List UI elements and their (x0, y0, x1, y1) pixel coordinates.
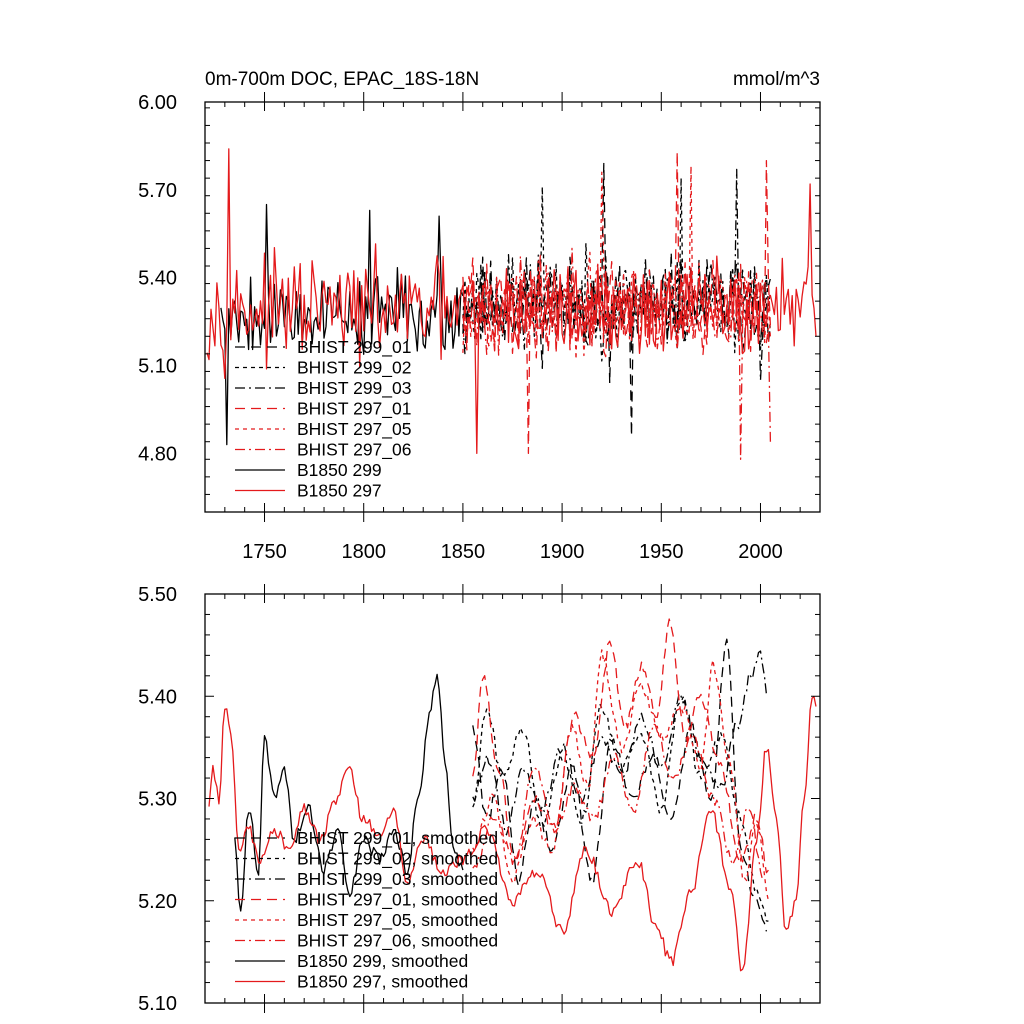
y-tick-label: 5.40 (138, 268, 177, 290)
x-tick-label: 1800 (341, 541, 386, 563)
bottom-panel: 5.10 5.20 5.30 5.40 5.50 BHIST 299_01, smoot… (138, 584, 821, 1015)
legend-label: BHIST 299_03 (297, 378, 411, 399)
legend-label: BHIST 297_06, smoothed (297, 931, 498, 952)
legend-label: BHIST 299_01, smoothed (297, 828, 498, 849)
y-tick-label: 5.20 (138, 891, 177, 913)
series-line-b1850-299-smoothed (234, 673, 464, 912)
y-tick-label: 5.10 (138, 993, 177, 1015)
legend-label: BHIST 297_05 (297, 419, 411, 440)
y-tick-label: 5.40 (138, 686, 177, 708)
legend-label: BHIST 299_02, smoothed (297, 849, 498, 870)
legend-label: BHIST 299_02 (297, 358, 411, 379)
legend-label: BHIST 297_06 (297, 440, 411, 461)
legend-label: B1850 297 (297, 481, 382, 501)
y-tick-label: 4.80 (138, 443, 177, 465)
y-tick-label: 5.70 (138, 180, 177, 202)
top-panel: 0m-700m DOC, EPAC_18S-18N mmol/m^3 4.80 5… (138, 69, 821, 563)
series-line-b1850-297 (206, 148, 817, 455)
y-tick-label: 6.00 (138, 92, 177, 114)
y-tick-label: 5.10 (138, 356, 177, 378)
legend-label: BHIST 297_01, smoothed (297, 890, 498, 911)
top-axes: 4.80 5.10 5.40 5.70 6.00 1750 1800 1850 1900 1950… (138, 92, 821, 563)
series-line-bhist-299-03-smoothed (472, 650, 769, 836)
legend-label: BHIST 299_01 (297, 337, 411, 358)
y-tick-label: 5.30 (138, 789, 177, 811)
legend-label: B1850 299, smoothed (297, 951, 468, 971)
legend-label: BHIST 297_01 (297, 399, 411, 420)
series-line-bhist-299-02-smoothed (472, 696, 769, 922)
top-series-lines (206, 148, 817, 460)
legend-label: BHIST 297_05, smoothed (297, 910, 498, 931)
top-plot-frame (204, 101, 821, 513)
series-line-bhist-299-01-smoothed (472, 638, 768, 932)
legend-label: B1850 297, smoothed (297, 972, 468, 992)
x-tick-label: 1750 (242, 541, 287, 563)
bottom-axes: 5.10 5.20 5.30 5.40 5.50 (138, 584, 821, 1015)
top-panel-units: mmol/m^3 (733, 69, 820, 90)
legend-label: BHIST 299_03, smoothed (297, 869, 498, 890)
top-panel-title: 0m-700m DOC, EPAC_18S-18N (205, 69, 479, 90)
bottom-series-lines (208, 618, 817, 972)
series-line-bhist-297-01 (462, 151, 772, 455)
series-line-bhist-299-03 (462, 168, 772, 381)
legend-label: B1850 299 (297, 460, 382, 480)
series-line-bhist-297-06 (462, 247, 772, 460)
series-line-b1850-297-smoothed (208, 696, 817, 972)
series-line-bhist-297-01-smoothed (472, 618, 769, 874)
series-line-bhist-297-06-smoothed (472, 723, 765, 881)
x-tick-label: 1900 (540, 541, 585, 563)
x-tick-label: 1950 (639, 541, 684, 563)
x-tick-label: 2000 (738, 541, 783, 563)
y-tick-label: 5.50 (138, 584, 177, 606)
x-tick-label: 1850 (441, 541, 486, 563)
